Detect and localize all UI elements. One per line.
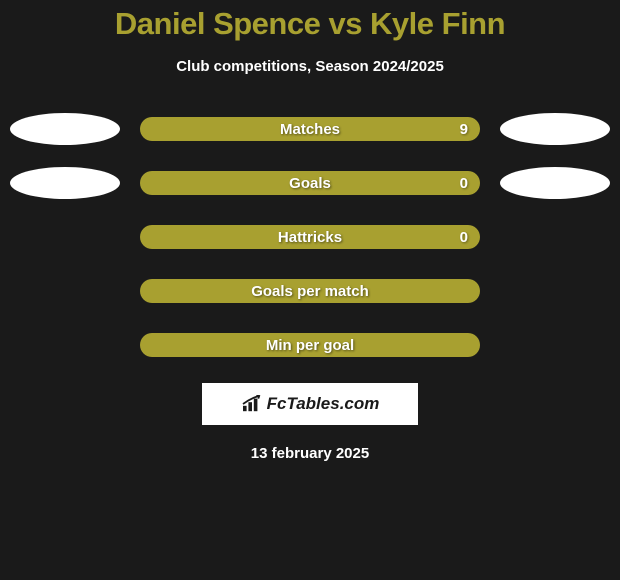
player-right-oval [500,167,610,199]
stat-bar-min-per-goal: Min per goal [140,333,480,357]
spacer-left [10,221,120,253]
spacer-left [10,275,120,307]
player-left-oval [10,113,120,145]
stat-label: Goals [289,175,331,192]
spacer-left [10,329,120,361]
stat-label: Goals per match [251,283,369,300]
chart-icon [241,395,263,413]
page-title: Daniel Spence vs Kyle Finn [0,6,620,42]
stat-row-goals: Goals 0 [0,167,620,199]
brand-text: FcTables.com [267,394,380,414]
stat-label: Min per goal [266,337,354,354]
stat-bar-hattricks: Hattricks 0 [140,225,480,249]
brand-box: FcTables.com [202,383,418,425]
stat-value: 9 [460,121,468,138]
stat-bar-goals: Goals 0 [140,171,480,195]
stat-value: 0 [460,175,468,192]
spacer-right [500,329,610,361]
player-right-oval [500,113,610,145]
stat-row-goals-per-match: Goals per match [0,275,620,307]
main-container: Daniel Spence vs Kyle Finn Club competit… [0,0,620,462]
spacer-right [500,221,610,253]
stat-bar-matches: Matches 9 [140,117,480,141]
stats-list: Matches 9 Goals 0 Hattricks 0 Goals [0,113,620,361]
stat-label: Hattricks [278,229,342,246]
stat-row-hattricks: Hattricks 0 [0,221,620,253]
player-left-oval [10,167,120,199]
stat-label: Matches [280,121,340,138]
spacer-right [500,275,610,307]
stat-bar-goals-per-match: Goals per match [140,279,480,303]
stat-row-matches: Matches 9 [0,113,620,145]
stat-row-min-per-goal: Min per goal [0,329,620,361]
stat-value: 0 [460,229,468,246]
date-text: 13 february 2025 [0,445,620,462]
subtitle: Club competitions, Season 2024/2025 [0,58,620,75]
